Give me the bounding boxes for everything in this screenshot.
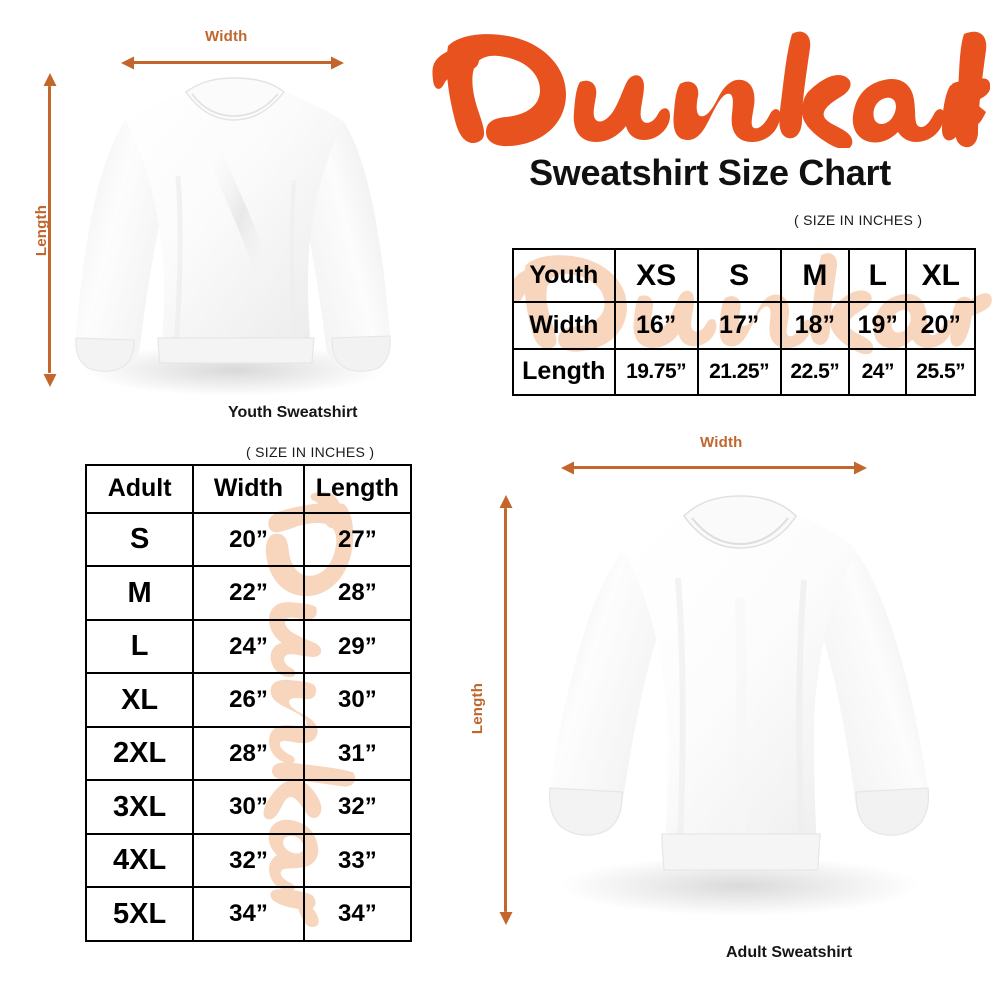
adult-size-3xl: 3XL <box>84 779 195 835</box>
youth-caption: Youth Sweatshirt <box>228 404 358 421</box>
adult-length-3xl: 32” <box>302 779 413 835</box>
youth-width-m: 18” <box>779 301 851 350</box>
adult-length-xl: 30” <box>302 672 413 728</box>
youth-length-arrow-up-head <box>43 73 57 86</box>
youth-size-l: L <box>848 247 908 304</box>
table-row: L 24” 29” <box>84 618 413 675</box>
adult-size-2xl: 2XL <box>84 725 195 782</box>
adult-width-arrow-right-head <box>854 461 867 475</box>
adult-width-5xl: 34” <box>192 886 305 942</box>
adult-width-s: 20” <box>192 511 305 568</box>
adult-width-4xl: 32” <box>192 832 305 889</box>
adult-size-s: S <box>84 511 195 568</box>
youth-width-l: 19” <box>848 301 908 350</box>
adult-width-m: 22” <box>192 565 305 621</box>
youth-length-arrow-down-head <box>43 374 57 387</box>
adult-units-note: ( SIZE IN INCHES ) <box>246 444 375 460</box>
table-row: 4XL 32” 33” <box>84 832 413 889</box>
table-row: M 22” 28” <box>84 565 413 621</box>
adult-length-s: 27” <box>302 511 413 568</box>
adult-size-table: Adult Width Length S 20” 27” M 22” 28” L… <box>84 464 413 942</box>
youth-width-label: Width <box>205 28 248 45</box>
youth-size-s: S <box>696 247 782 304</box>
youth-length-xs: 19.75” <box>613 347 699 397</box>
adult-length-arrow-up-head <box>499 495 513 508</box>
table-row: Adult Width Length <box>84 464 413 514</box>
adult-width-label: Width <box>700 434 743 451</box>
adult-width-xl: 26” <box>192 672 305 728</box>
youth-width-xs: 16” <box>613 301 699 350</box>
table-row: Length 19.75” 21.25” 22.5” 24” 25.5” <box>512 347 976 397</box>
adult-length-m: 28” <box>302 565 413 621</box>
adult-col-header-0: Adult <box>84 464 195 514</box>
youth-row-header-1: Width <box>512 301 616 350</box>
adult-sweatshirt-image <box>528 488 952 922</box>
adult-size-5xl: 5XL <box>84 886 195 942</box>
adult-size-l: L <box>84 618 195 675</box>
adult-size-m: M <box>84 565 195 621</box>
adult-size-4xl: 4XL <box>84 832 195 889</box>
adult-length-2xl: 31” <box>302 725 413 782</box>
youth-length-xl: 25.5” <box>905 347 976 397</box>
youth-length-s: 21.25” <box>696 347 782 397</box>
youth-length-m: 22.5” <box>779 347 851 397</box>
adult-length-5xl: 34” <box>302 886 413 942</box>
youth-units-note: ( SIZE IN INCHES ) <box>794 212 923 228</box>
youth-row-header-2: Length <box>512 347 616 397</box>
table-row: 3XL 30” 32” <box>84 779 413 835</box>
adult-caption: Adult Sweatshirt <box>726 944 853 961</box>
adult-col-header-1: Width <box>192 464 305 514</box>
youth-size-m: M <box>779 247 851 304</box>
youth-row-header-0: Youth <box>512 247 616 304</box>
adult-size-xl: XL <box>84 672 195 728</box>
adult-width-2xl: 28” <box>192 725 305 782</box>
adult-length-arrow-down-head <box>499 912 513 925</box>
table-row: Width 16” 17” 18” 19” 20” <box>512 301 976 350</box>
table-row: Youth XS S M L XL <box>512 247 976 304</box>
youth-size-xl: XL <box>905 247 976 304</box>
brand-logo <box>430 28 990 148</box>
table-row: XL 26” 30” <box>84 672 413 728</box>
youth-width-s: 17” <box>696 301 782 350</box>
adult-width-3xl: 30” <box>192 779 305 835</box>
youth-width-arrow-left-head <box>121 56 134 70</box>
youth-size-xs: XS <box>613 247 699 304</box>
table-row: S 20” 27” <box>84 511 413 568</box>
adult-width-arrow-left-head <box>561 461 574 475</box>
adult-width-l: 24” <box>192 618 305 675</box>
table-row: 2XL 28” 31” <box>84 725 413 782</box>
adult-length-l: 29” <box>302 618 413 675</box>
page-title: Sweatshirt Size Chart <box>529 152 891 193</box>
youth-width-arrow-right-head <box>331 56 344 70</box>
youth-length-l: 24” <box>848 347 908 397</box>
youth-sweatshirt-image <box>58 70 410 400</box>
adult-length-4xl: 33” <box>302 832 413 889</box>
adult-col-header-2: Length <box>302 464 413 514</box>
youth-size-table: Youth XS S M L XL Width 16” 17” 18” 19” … <box>512 247 976 397</box>
adult-length-label: Length <box>469 682 487 735</box>
table-row: 5XL 34” 34” <box>84 886 413 942</box>
youth-width-xl: 20” <box>905 301 976 350</box>
